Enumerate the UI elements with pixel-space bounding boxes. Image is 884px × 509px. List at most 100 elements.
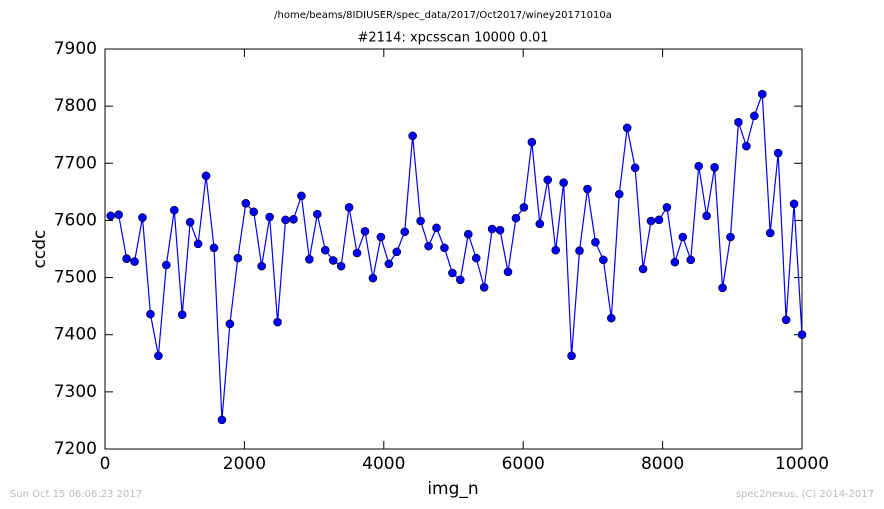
data-point: [511, 213, 521, 223]
data-point: [122, 254, 131, 264]
data-point: [400, 227, 410, 237]
data-point: [106, 211, 116, 221]
timestamp: Sun Oct 15 06:06:23 2017: [10, 489, 142, 500]
y-tick-label: 7400: [54, 325, 97, 345]
data-point: [138, 213, 147, 222]
data-point: [750, 111, 759, 121]
data-point: [328, 256, 338, 265]
y-tick-label: 7900: [54, 39, 97, 59]
data-point: [360, 226, 370, 236]
data-point: [416, 216, 425, 226]
data-point: [702, 211, 711, 221]
data-point: [638, 264, 648, 274]
data-point: [177, 310, 187, 320]
data-point: [225, 319, 235, 329]
data-point: [289, 214, 298, 224]
data-point: [169, 205, 179, 215]
data-point: [567, 351, 576, 361]
data-point: [463, 229, 473, 239]
data-point: [734, 117, 743, 127]
data-point: [217, 415, 227, 425]
data-point: [352, 248, 362, 258]
data-point: [448, 268, 457, 278]
y-tick-label: 7500: [54, 268, 97, 288]
data-point: [718, 283, 727, 293]
data-point: [797, 330, 807, 340]
data-point: [392, 247, 402, 257]
data-point: [456, 275, 465, 285]
plot-frame: [104, 48, 803, 450]
y-tick-label: 7600: [54, 210, 97, 230]
x-tick-label: 6000: [502, 454, 545, 474]
data-point: [281, 215, 290, 225]
data-point: [551, 245, 560, 255]
data-point: [162, 260, 171, 270]
data-point: [726, 232, 735, 242]
data-point: [320, 245, 330, 255]
data-point: [440, 243, 449, 253]
data-point: [384, 259, 394, 269]
data-point: [591, 237, 600, 247]
data-point: [765, 228, 775, 238]
data-point: [559, 178, 568, 188]
data-point: [495, 225, 505, 235]
data-point: [543, 175, 553, 185]
data-point: [305, 254, 314, 264]
data-point: [789, 199, 799, 209]
x-tick-label: 0: [100, 454, 111, 474]
data-point: [742, 141, 751, 151]
data-point: [130, 257, 139, 266]
suptitle: /home/beams/8IDIUSER/spec_data/2017/Oct2…: [274, 10, 612, 21]
data-line: [110, 93, 803, 420]
data-point: [694, 161, 704, 171]
data-point: [146, 309, 155, 319]
data-point: [297, 191, 306, 201]
data-point: [408, 131, 417, 141]
data-point: [614, 189, 624, 199]
data-point: [607, 313, 616, 323]
data-point: [781, 315, 791, 325]
data-point: [479, 282, 489, 292]
x-tick-label: 8000: [641, 454, 684, 474]
data-point: [622, 123, 632, 133]
y-tick-label: 7300: [54, 382, 97, 402]
data-point: [686, 255, 696, 265]
data-point: [185, 217, 195, 227]
data-point: [487, 224, 497, 234]
data-point: [313, 209, 322, 219]
data-point: [670, 257, 680, 267]
data-point: [114, 210, 123, 220]
data-point: [273, 317, 282, 327]
data-point: [209, 243, 219, 253]
credit: spec2nexus, (C) 2014-2017: [736, 489, 874, 500]
data-point: [193, 239, 203, 249]
data-point: [344, 202, 354, 212]
data-point: [471, 253, 481, 263]
data-point: [336, 261, 346, 271]
data-point: [233, 253, 243, 263]
data-point: [583, 184, 592, 194]
data-point: [757, 89, 767, 99]
y-tick-label: 7700: [54, 153, 97, 173]
data-point: [376, 232, 386, 242]
data-point: [646, 216, 656, 226]
data-point: [257, 261, 266, 271]
data-point: [678, 232, 688, 242]
data-point: [662, 202, 672, 212]
data-point: [535, 219, 545, 229]
y-axis-label: ccdc: [30, 230, 50, 269]
data-point: [265, 212, 274, 222]
data-point: [249, 207, 259, 217]
chart-title: #2114: xpcsscan 10000 0.01: [357, 31, 548, 46]
x-tick-label: 10000: [775, 454, 829, 474]
data-point: [503, 267, 513, 277]
x-tick-label: 4000: [362, 454, 405, 474]
data-point: [575, 246, 584, 256]
data-point: [241, 198, 251, 208]
data-point: [527, 137, 537, 147]
x-tick-label: 2000: [223, 454, 266, 474]
y-tick-label: 7200: [54, 439, 97, 459]
data-point: [599, 255, 608, 265]
